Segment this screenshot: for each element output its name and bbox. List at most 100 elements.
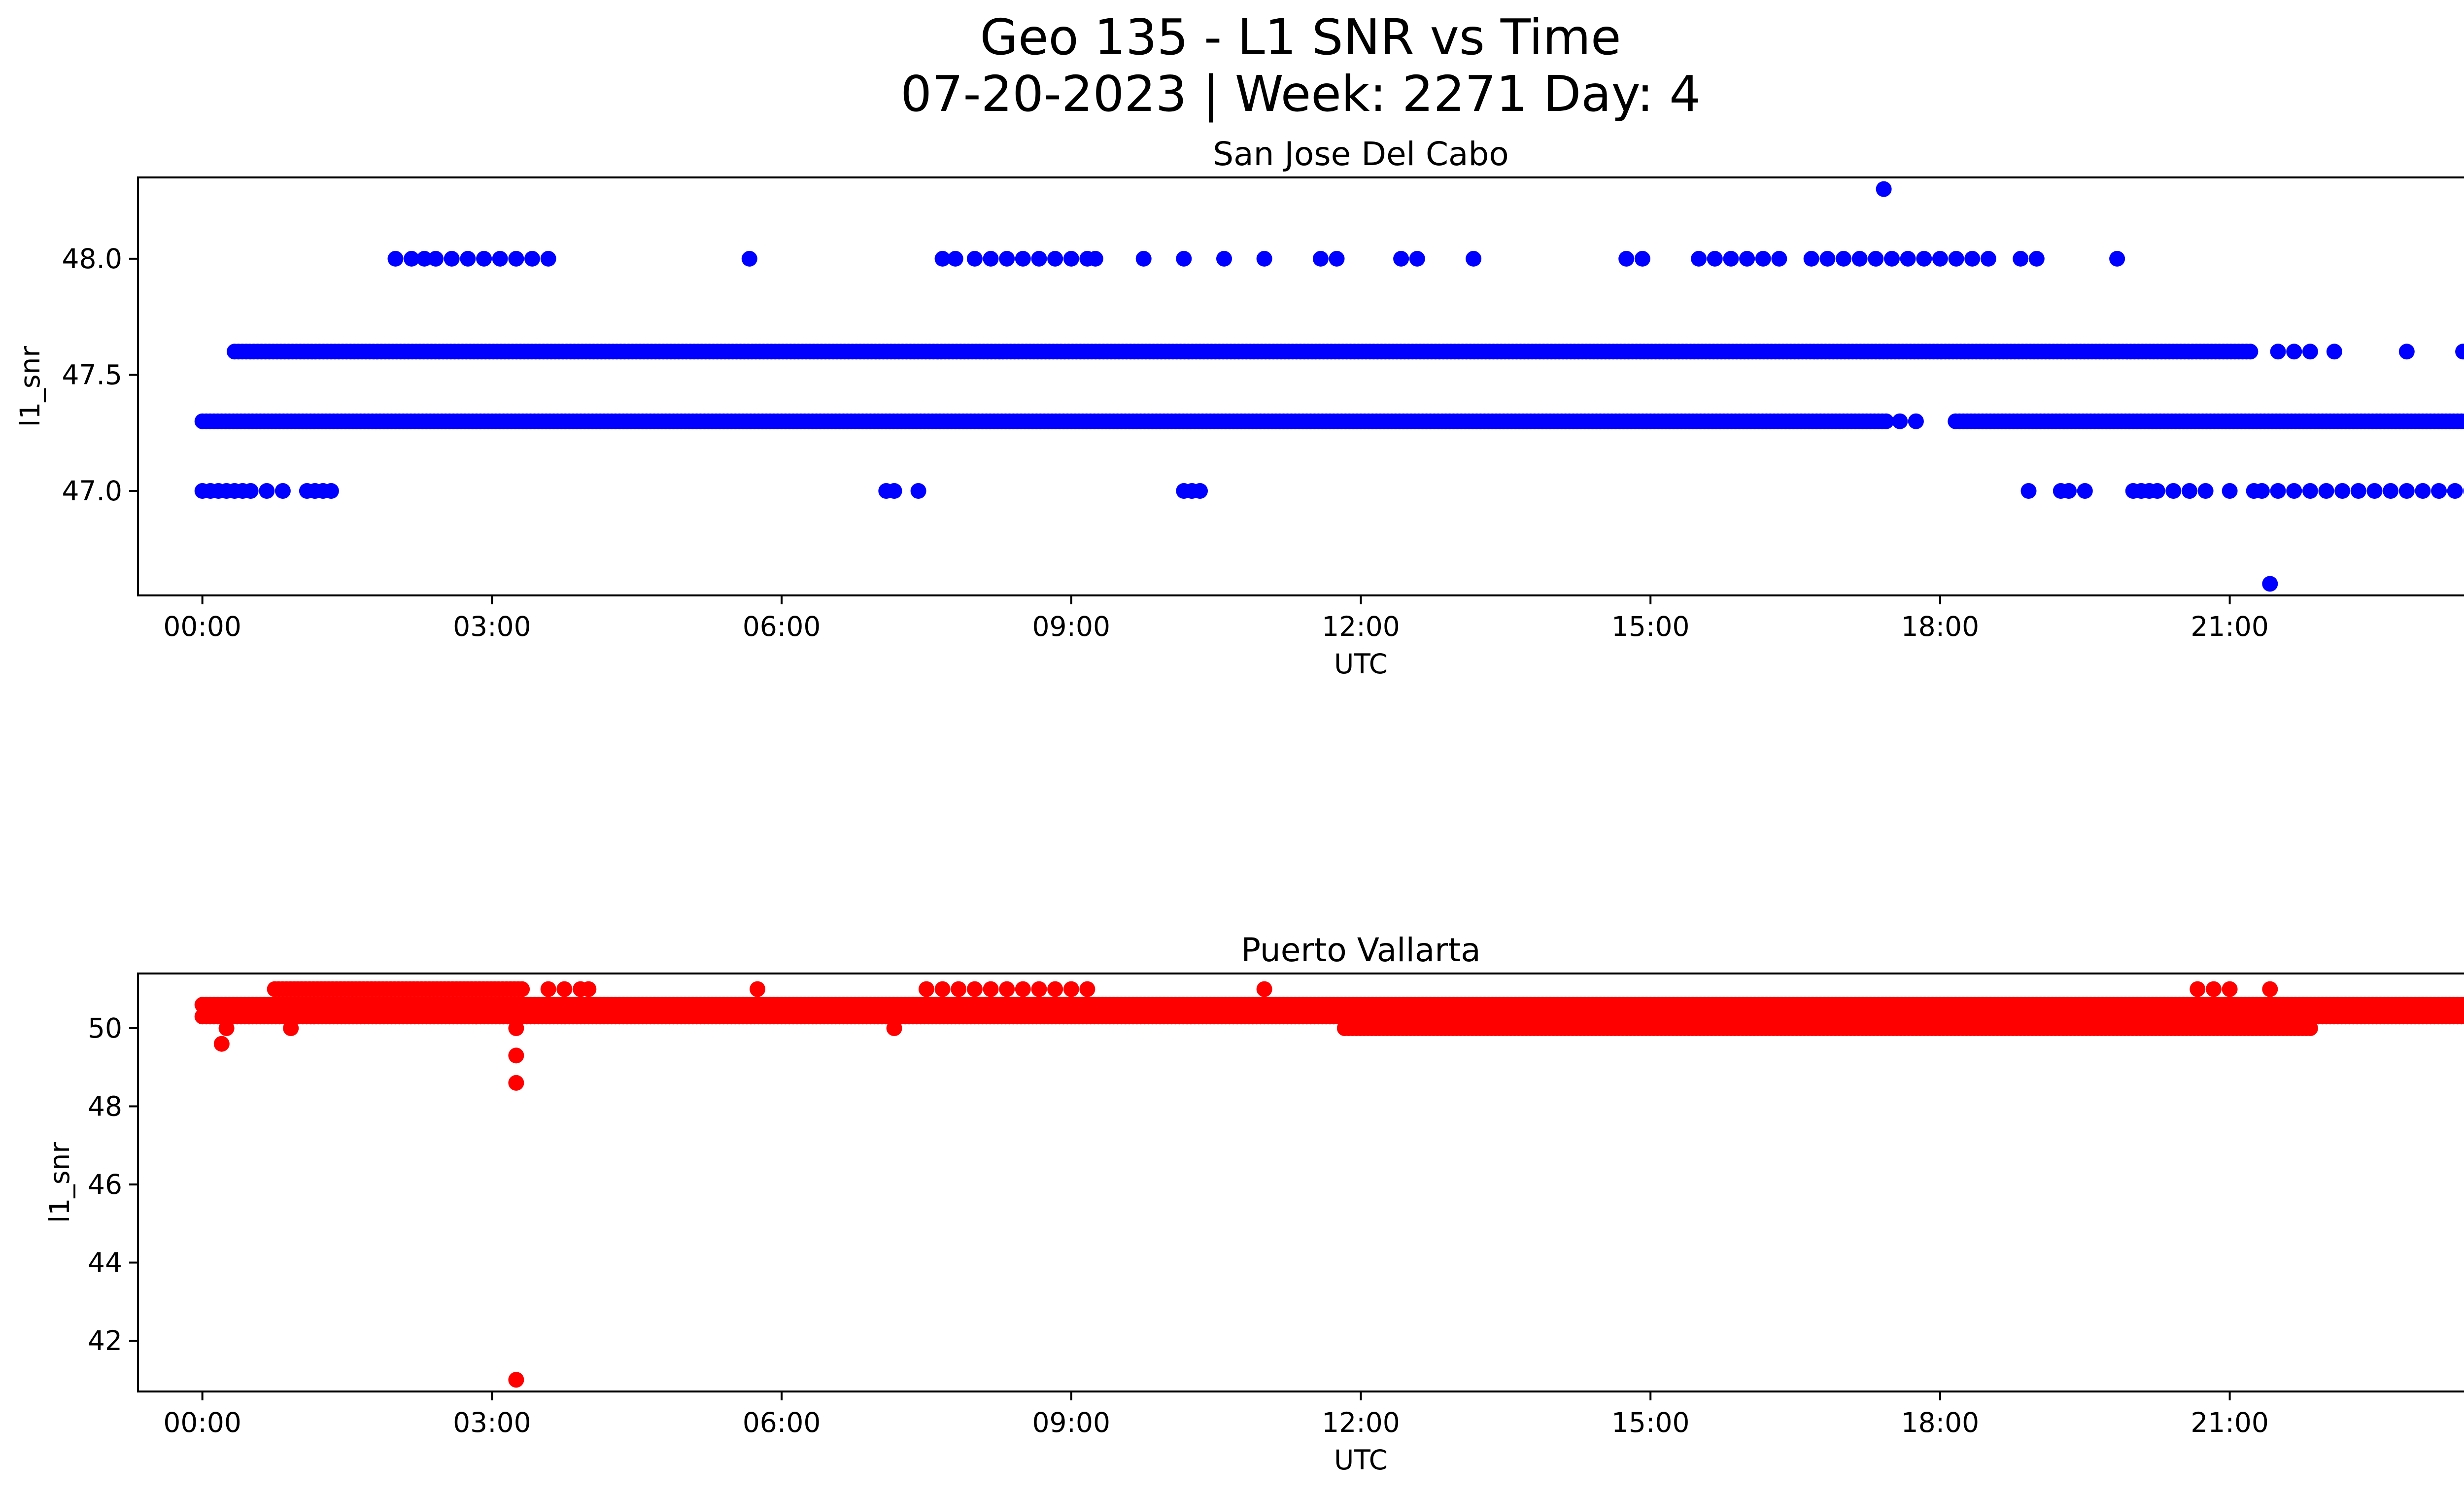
data-point xyxy=(2242,344,2259,360)
x-tick-label: 15:00 xyxy=(1611,611,1690,642)
x-tick-label: 03:00 xyxy=(453,611,531,642)
data-point xyxy=(2326,344,2342,360)
data-point xyxy=(323,483,339,499)
data-point xyxy=(1063,250,1079,267)
data-point xyxy=(1707,250,1723,267)
data-point xyxy=(983,981,999,997)
y-tick-label: 44 xyxy=(88,1247,122,1278)
figure-title-line2: 07-20-2023 | Week: 2271 Day: 4 xyxy=(900,65,1700,123)
data-point xyxy=(1329,250,1345,267)
x-tick-label: 09:00 xyxy=(1032,1407,1111,1438)
data-point xyxy=(1031,250,1047,267)
data-point xyxy=(2455,344,2464,360)
x-tick-label: 09:00 xyxy=(1032,611,1111,642)
data-point xyxy=(556,981,573,997)
data-point xyxy=(1739,250,1755,267)
data-point xyxy=(2020,483,2037,499)
data-point xyxy=(1087,250,1103,267)
data-point xyxy=(1256,981,1272,997)
data-point xyxy=(2431,483,2447,499)
figure-title-line1: Geo 135 - L1 SNR vs Time xyxy=(980,8,1621,66)
data-point xyxy=(1876,181,1892,197)
data-point xyxy=(918,981,934,997)
y-tick-label: 48 xyxy=(88,1090,122,1122)
y-tick-label: 50 xyxy=(88,1012,122,1044)
data-point xyxy=(2286,344,2302,360)
data-point xyxy=(2197,483,2214,499)
data-point xyxy=(1916,250,1932,267)
data-point xyxy=(1015,250,1031,267)
axes-frame xyxy=(137,176,2464,596)
data-point xyxy=(444,250,460,267)
data-point xyxy=(524,250,540,267)
chart-panel-san-jose: San Jose Del Cabo 00:00 03:00 06:00 09:00 12:… xyxy=(14,135,2464,680)
y-axis-label: l1_snr xyxy=(14,346,46,427)
data-point xyxy=(1047,981,1063,997)
data-point xyxy=(951,981,967,997)
data-point xyxy=(476,250,492,267)
data-point xyxy=(1948,250,1964,267)
data-point xyxy=(1634,250,1650,267)
data-point xyxy=(2270,344,2286,360)
x-tick-label: 06:00 xyxy=(743,1407,821,1438)
data-point xyxy=(1015,981,1031,997)
data-point xyxy=(1063,981,1079,997)
data-point xyxy=(999,981,1015,997)
data-point xyxy=(274,483,291,499)
data-point xyxy=(1900,250,1916,267)
data-point xyxy=(508,1047,524,1064)
x-axis-label: UTC xyxy=(1334,1444,1388,1476)
axes-title: San Jose Del Cabo xyxy=(1213,135,1509,173)
axes-title: Puerto Vallarta xyxy=(1241,931,1481,969)
data-point xyxy=(2262,576,2278,592)
y-axis-label: l1_snr xyxy=(44,1142,75,1223)
data-point xyxy=(508,1372,524,1388)
data-point xyxy=(947,250,963,267)
data-point xyxy=(1466,250,1482,267)
data-point xyxy=(2398,483,2415,499)
data-point xyxy=(2461,415,2464,427)
data-point xyxy=(750,981,766,997)
x-tick-label: 18:00 xyxy=(1901,611,1980,642)
data-point xyxy=(910,483,926,499)
data-point xyxy=(2461,999,2464,1011)
data-point xyxy=(1256,250,1272,267)
data-point xyxy=(966,250,983,267)
data-point xyxy=(508,250,524,267)
data-point xyxy=(508,1075,524,1091)
x-tick-label: 21:00 xyxy=(2190,1407,2269,1438)
data-point xyxy=(2270,483,2286,499)
data-point xyxy=(540,250,556,267)
data-point xyxy=(1135,250,1152,267)
data-point xyxy=(2013,250,2029,267)
x-tick-label: 15:00 xyxy=(1611,1407,1690,1438)
data-point xyxy=(2350,483,2366,499)
data-point xyxy=(428,250,444,267)
data-point xyxy=(1047,250,1063,267)
data-point xyxy=(1884,250,1900,267)
data-point xyxy=(2461,1010,2464,1023)
data-point xyxy=(2190,981,2206,997)
data-point xyxy=(1932,250,1948,267)
data-point xyxy=(1409,250,1425,267)
data-point xyxy=(404,250,420,267)
data-point xyxy=(1176,250,1192,267)
x-tick-label: 12:00 xyxy=(1322,1407,1400,1438)
data-point xyxy=(1819,250,1836,267)
data-point xyxy=(1851,250,1868,267)
data-point xyxy=(2286,483,2302,499)
data-point xyxy=(1618,250,1635,267)
data-point xyxy=(2206,981,2222,997)
y-tick-label: 47.5 xyxy=(62,359,122,390)
data-point xyxy=(387,250,404,267)
data-point xyxy=(886,1020,902,1036)
y-tick-label: 42 xyxy=(88,1325,122,1356)
data-point xyxy=(2109,250,2125,267)
data-point xyxy=(242,483,259,499)
data-point xyxy=(1964,250,1981,267)
data-point xyxy=(2366,483,2383,499)
data-point xyxy=(1878,413,1894,429)
data-point xyxy=(1803,250,1819,267)
data-point xyxy=(934,250,951,267)
